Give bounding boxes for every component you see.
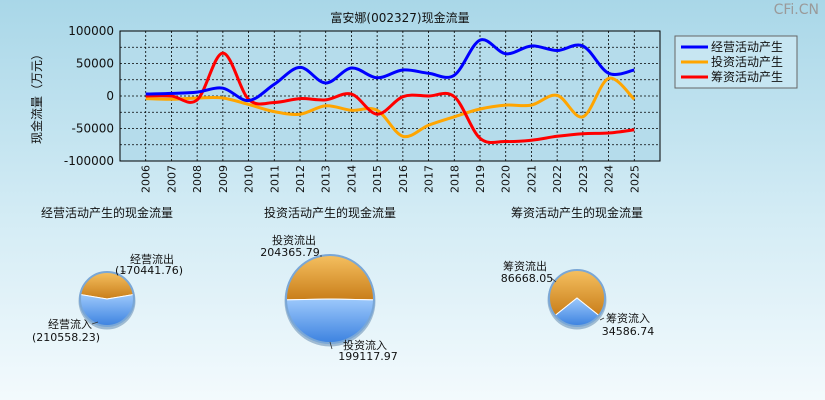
x-tick-label: 2014	[345, 165, 358, 193]
x-tick-label: 2011	[268, 165, 281, 193]
x-tick-label: 2006	[140, 165, 153, 193]
pie-slice	[285, 254, 375, 301]
pie-leader-line	[599, 317, 605, 321]
pie-title: 投资活动产生的现金流量	[264, 205, 396, 220]
legend-label: 筹资活动产生	[711, 70, 783, 84]
pie-slice-label: 投资流出	[272, 233, 316, 247]
y-tick-label: -50000	[71, 122, 114, 136]
pie-title: 经营活动产生的现金流量	[41, 205, 173, 220]
x-tick-label: 2018	[448, 165, 461, 193]
x-tick-label: 2015	[371, 165, 384, 193]
pie-slice-value: 204365.79	[260, 246, 320, 259]
pie-slice-value: 199117.97	[338, 350, 398, 363]
legend-label: 投资活动产生	[711, 54, 783, 69]
pie-title: 筹资活动产生的现金流量	[511, 205, 643, 220]
pie-slice-label: 经营流入	[48, 317, 92, 331]
x-tick-label: 2021	[525, 165, 538, 193]
x-tick-label: 2012	[294, 165, 307, 193]
x-tick-label: 2023	[577, 165, 590, 193]
series-line-3	[145, 51, 635, 145]
y-tick-label: 0	[106, 89, 114, 103]
y-tick-labels: 100000 50000 0 -50000 -100000	[64, 24, 114, 168]
pie-slice-value: 86668.05	[501, 272, 554, 285]
series-line-1	[145, 38, 635, 103]
y-tick-label: 100000	[68, 24, 114, 38]
x-tick-label: 2010	[243, 165, 256, 193]
x-tick-label: 2008	[191, 165, 204, 193]
pie-leader-line	[329, 341, 333, 350]
pie-rim	[548, 269, 606, 327]
x-tick-label: 2016	[397, 165, 410, 193]
pie-slice-value: (210558.23)	[32, 331, 100, 344]
chart-title: 富安娜(002327)现金流量	[330, 10, 469, 25]
pie-slice-value: 34586.74	[602, 325, 655, 338]
pie-leader-line	[549, 276, 557, 283]
pie-leader-line	[91, 321, 99, 325]
x-tick-label: 2013	[320, 165, 333, 193]
legend-label: 经营活动产生	[711, 40, 783, 54]
y-tick-label: -100000	[64, 154, 114, 168]
x-tick-label: 2025	[628, 165, 641, 193]
pie-slice-value: (170441.76)	[115, 264, 183, 277]
y-axis-label: 现金流量（万元）	[29, 48, 44, 144]
x-tick-label: 2009	[217, 165, 230, 193]
y-tick-label: 50000	[76, 57, 114, 71]
x-tick-label: 2017	[423, 165, 436, 193]
x-tick-label: 2022	[551, 165, 564, 193]
x-tick-label: 2020	[500, 165, 513, 193]
x-tick-label: 2007	[165, 165, 178, 193]
pie-leader-line	[120, 270, 127, 273]
series-line-2	[145, 76, 636, 139]
pie-slice-label: 筹资流入	[606, 311, 650, 325]
x-tick-labels: 2006 2007 2008 2009 2010 2011 2012 2013 2014 2015…	[140, 165, 642, 193]
pie-slice	[285, 298, 375, 344]
x-tick-label: 2019	[474, 165, 487, 193]
pie-slice-label: 投资流入	[343, 338, 387, 352]
pie-rim	[79, 271, 135, 327]
x-tick-label: 2024	[603, 165, 616, 193]
pie-slice-label: 经营流出	[130, 252, 174, 266]
pie-slice-label: 筹资流出	[503, 259, 547, 273]
watermark: CFi.CN	[773, 2, 819, 18]
